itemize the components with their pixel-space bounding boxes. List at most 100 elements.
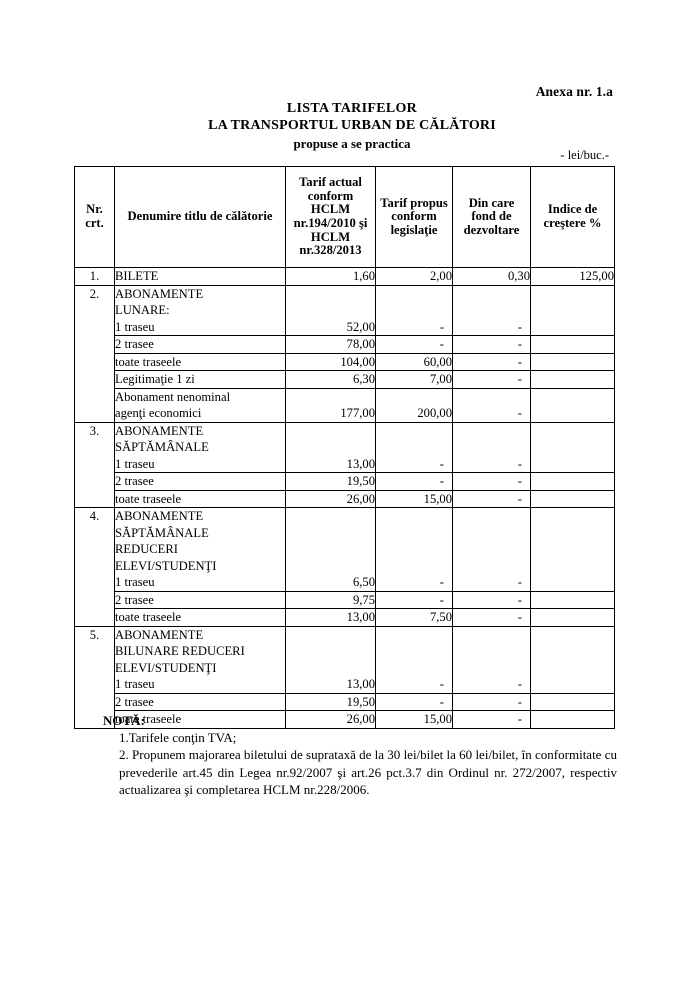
tariff-current-cell: 13,00 — [285, 625, 376, 694]
fare-name-cell: ABONAMENTE SĂPTĂMÂNALE REDUCERI ELEVI/ST… — [114, 507, 286, 592]
tariff-proposed-cell: - — [375, 625, 453, 694]
row-number-cell: 3. — [74, 421, 115, 508]
document-title: LISTA TARIFELOR LA TRANSPORTUL URBAN DE … — [74, 100, 630, 152]
development-fund-cell: - — [452, 370, 531, 389]
tariff-proposed-cell: 200,00 — [375, 387, 453, 423]
unit-note: - lei/buc.- — [560, 148, 609, 162]
development-fund-cell: - — [452, 421, 531, 473]
table-row: 1. BILETE 1,60 2,00 0,30 125,00 — [74, 267, 615, 286]
column-header-tarif-propus: Tarif propus conform legislaţie — [375, 166, 453, 268]
tariff-current-cell: 13,00 — [285, 421, 376, 473]
development-fund-cell: 0,30 — [452, 267, 531, 286]
growth-index-cell — [530, 625, 615, 694]
development-fund-cell: - — [452, 710, 531, 729]
table-row: 3. ABONAMENTE SĂPTĂMÂNALE 1 traseu 13,00- - — [74, 421, 615, 508]
tariff-current-cell: 52,00 — [285, 284, 376, 336]
fare-name-cell: toate traseele — [114, 489, 286, 508]
tariffs-table: Nr. crt. Denumire titlu de călătorie Tar… — [74, 166, 615, 729]
tariff-proposed-cell: - — [375, 472, 453, 491]
tariff-current-cell: 26,00 — [285, 489, 376, 508]
table-row: 2 trasee 9,75- - — [75, 590, 615, 609]
tariff-current-cell: 78,00 — [285, 335, 376, 354]
table-row: toate traseele 104,00 60,00- — [75, 352, 615, 371]
growth-index-cell — [530, 352, 615, 371]
note-item-1: 1.Tarifele conţin TVA; — [119, 730, 237, 745]
growth-index-cell — [530, 608, 615, 627]
growth-index-cell — [530, 507, 615, 592]
tariff-proposed-cell: - — [375, 692, 453, 711]
table-row: toate traseele 13,00 7,50- — [75, 608, 615, 627]
table-row: Abonament nenominal agenţi economici 177,… — [75, 387, 615, 423]
tariff-proposed-cell: - — [375, 335, 453, 354]
tariff-current-cell: 177,00 — [285, 387, 376, 423]
fare-name-cell: toate traseele — [114, 608, 286, 627]
table-row: 5. ABONAMENTE BILUNARE REDUCERI ELEVI/STU… — [74, 625, 615, 729]
development-fund-cell: - — [452, 507, 531, 592]
fare-name-cell: 2 trasee — [114, 335, 286, 354]
fare-name-cell: toate traseele — [114, 352, 286, 371]
note-item-2: 2. Propunem majorarea biletului de supra… — [119, 747, 617, 797]
tariff-proposed-cell: 7,50 — [375, 608, 453, 627]
growth-index-cell — [530, 710, 615, 729]
tariff-current-cell: 6,30 — [285, 370, 376, 389]
tariff-proposed-cell: - — [375, 507, 453, 592]
tariff-proposed-cell: - — [375, 590, 453, 609]
growth-index-cell — [530, 421, 615, 473]
development-fund-cell: - — [452, 387, 531, 423]
growth-index-cell — [530, 370, 615, 389]
column-header-nr-crt: Nr. crt. — [74, 166, 115, 268]
tariff-proposed-cell: 2,00 — [375, 267, 453, 286]
growth-index-cell — [530, 472, 615, 491]
tariff-proposed-cell: 60,00 — [375, 352, 453, 371]
fare-name-cell: Legitimaţie 1 zi — [114, 370, 286, 389]
development-fund-cell: - — [452, 472, 531, 491]
fare-name-cell: 2 trasee — [114, 692, 286, 711]
growth-index-cell — [530, 387, 615, 423]
growth-index-cell — [530, 284, 615, 336]
tariff-proposed-cell: 15,00 — [375, 489, 453, 508]
growth-index-cell: 125,00 — [530, 267, 615, 286]
tariff-current-cell: 9,75 — [285, 590, 376, 609]
fare-name-cell: 2 trasee — [114, 472, 286, 491]
growth-index-cell — [530, 489, 615, 508]
development-fund-cell: - — [452, 692, 531, 711]
notes-block: NOTĂ: 1.Tarifele conţin TVA; 2. Propunem… — [74, 712, 617, 799]
tariff-current-cell: 19,50 — [285, 692, 376, 711]
tariff-proposed-cell: 15,00 — [375, 710, 453, 729]
column-header-tarif-actual: Tarif actual conform HCLM nr.194/2010 şi… — [285, 166, 376, 268]
development-fund-cell: - — [452, 284, 531, 336]
notes-title: NOTĂ: — [103, 713, 145, 728]
title-line-3: propuse a se practica — [293, 136, 411, 151]
row-number-cell: 4. — [74, 507, 115, 627]
column-header-fond-dezvoltare: Din care fond de dezvoltare — [452, 166, 531, 268]
tariff-current-cell: 19,50 — [285, 472, 376, 491]
table-body: 1. BILETE 1,60 2,00 0,30 125,00 2. ABONAMENTE L… — [74, 267, 615, 729]
growth-index-cell — [530, 590, 615, 609]
table-row: 2 trasee 19,50- - — [75, 472, 615, 491]
fare-name-cell: ABONAMENTE LUNARE: 1 traseu — [114, 284, 286, 336]
fare-name-cell: ABONAMENTE BILUNARE REDUCERI ELEVI/STUDE… — [114, 625, 286, 694]
title-line-2: LA TRANSPORTUL URBAN DE CĂLĂTORI — [208, 118, 496, 133]
table-row: 2 trasee 78,00- - — [75, 335, 615, 354]
development-fund-cell: - — [452, 335, 531, 354]
tariff-current-cell: 13,00 — [285, 608, 376, 627]
table-row: 2 trasee 19,50- - — [75, 692, 615, 711]
development-fund-cell: - — [452, 625, 531, 694]
fare-name-cell: ABONAMENTE SĂPTĂMÂNALE 1 traseu — [114, 421, 286, 473]
tariff-current-cell: 1,60 — [285, 267, 376, 286]
development-fund-cell: - — [452, 489, 531, 508]
row-number-cell: 1. — [74, 267, 115, 286]
development-fund-cell: - — [452, 352, 531, 371]
fare-name-cell: 2 trasee — [114, 590, 286, 609]
column-header-denumire: Denumire titlu de călătorie — [114, 166, 286, 268]
growth-index-cell — [530, 335, 615, 354]
tariff-current-cell: 6,50 — [285, 507, 376, 592]
tariff-proposed-cell: - — [375, 421, 453, 473]
header-row: Nr. crt. Denumire titlu de călătorie Tar… — [74, 166, 615, 268]
table-row: 4. ABONAMENTE SĂPTĂMÂNALE REDUCERI ELEVI/… — [74, 507, 615, 627]
table-header: Nr. crt. Denumire titlu de călătorie Tar… — [74, 166, 615, 268]
fare-name-cell: toate traseele — [114, 710, 286, 729]
title-line-1: LISTA TARIFELOR — [286, 101, 418, 116]
table-row: toate traseele 26,00 15,00- — [75, 710, 615, 729]
